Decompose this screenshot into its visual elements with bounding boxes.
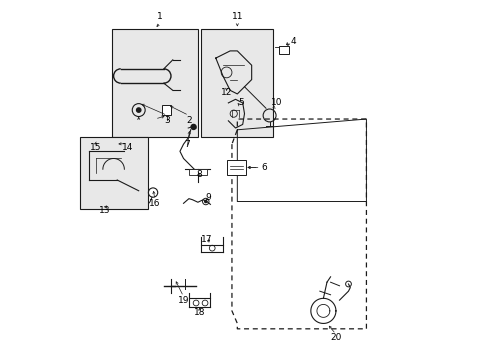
Text: 2: 2 xyxy=(186,116,191,125)
Text: 15: 15 xyxy=(90,143,101,152)
Bar xyxy=(112,30,198,137)
Circle shape xyxy=(136,108,141,112)
Circle shape xyxy=(191,125,196,130)
Text: 20: 20 xyxy=(329,333,341,342)
Text: 13: 13 xyxy=(99,206,110,215)
Text: 3: 3 xyxy=(164,116,170,125)
Circle shape xyxy=(204,201,206,203)
Bar xyxy=(226,160,246,175)
Text: 1: 1 xyxy=(157,12,163,21)
Text: 16: 16 xyxy=(149,199,160,208)
Text: 9: 9 xyxy=(205,193,211,202)
Text: 5: 5 xyxy=(238,98,244,107)
Text: 8: 8 xyxy=(196,170,202,179)
Text: 17: 17 xyxy=(201,235,212,244)
Text: 18: 18 xyxy=(194,308,205,317)
Text: 6: 6 xyxy=(261,163,266,172)
Text: 19: 19 xyxy=(178,296,189,305)
Bar xyxy=(162,105,171,116)
Bar xyxy=(201,30,273,137)
Bar xyxy=(278,45,289,54)
Text: 4: 4 xyxy=(289,37,295,46)
Text: 7: 7 xyxy=(184,140,190,149)
Text: 14: 14 xyxy=(122,143,133,152)
Bar xyxy=(80,137,147,209)
Text: 12: 12 xyxy=(221,87,232,96)
Bar xyxy=(188,169,206,175)
Text: 10: 10 xyxy=(270,98,282,107)
Text: 11: 11 xyxy=(231,12,243,21)
